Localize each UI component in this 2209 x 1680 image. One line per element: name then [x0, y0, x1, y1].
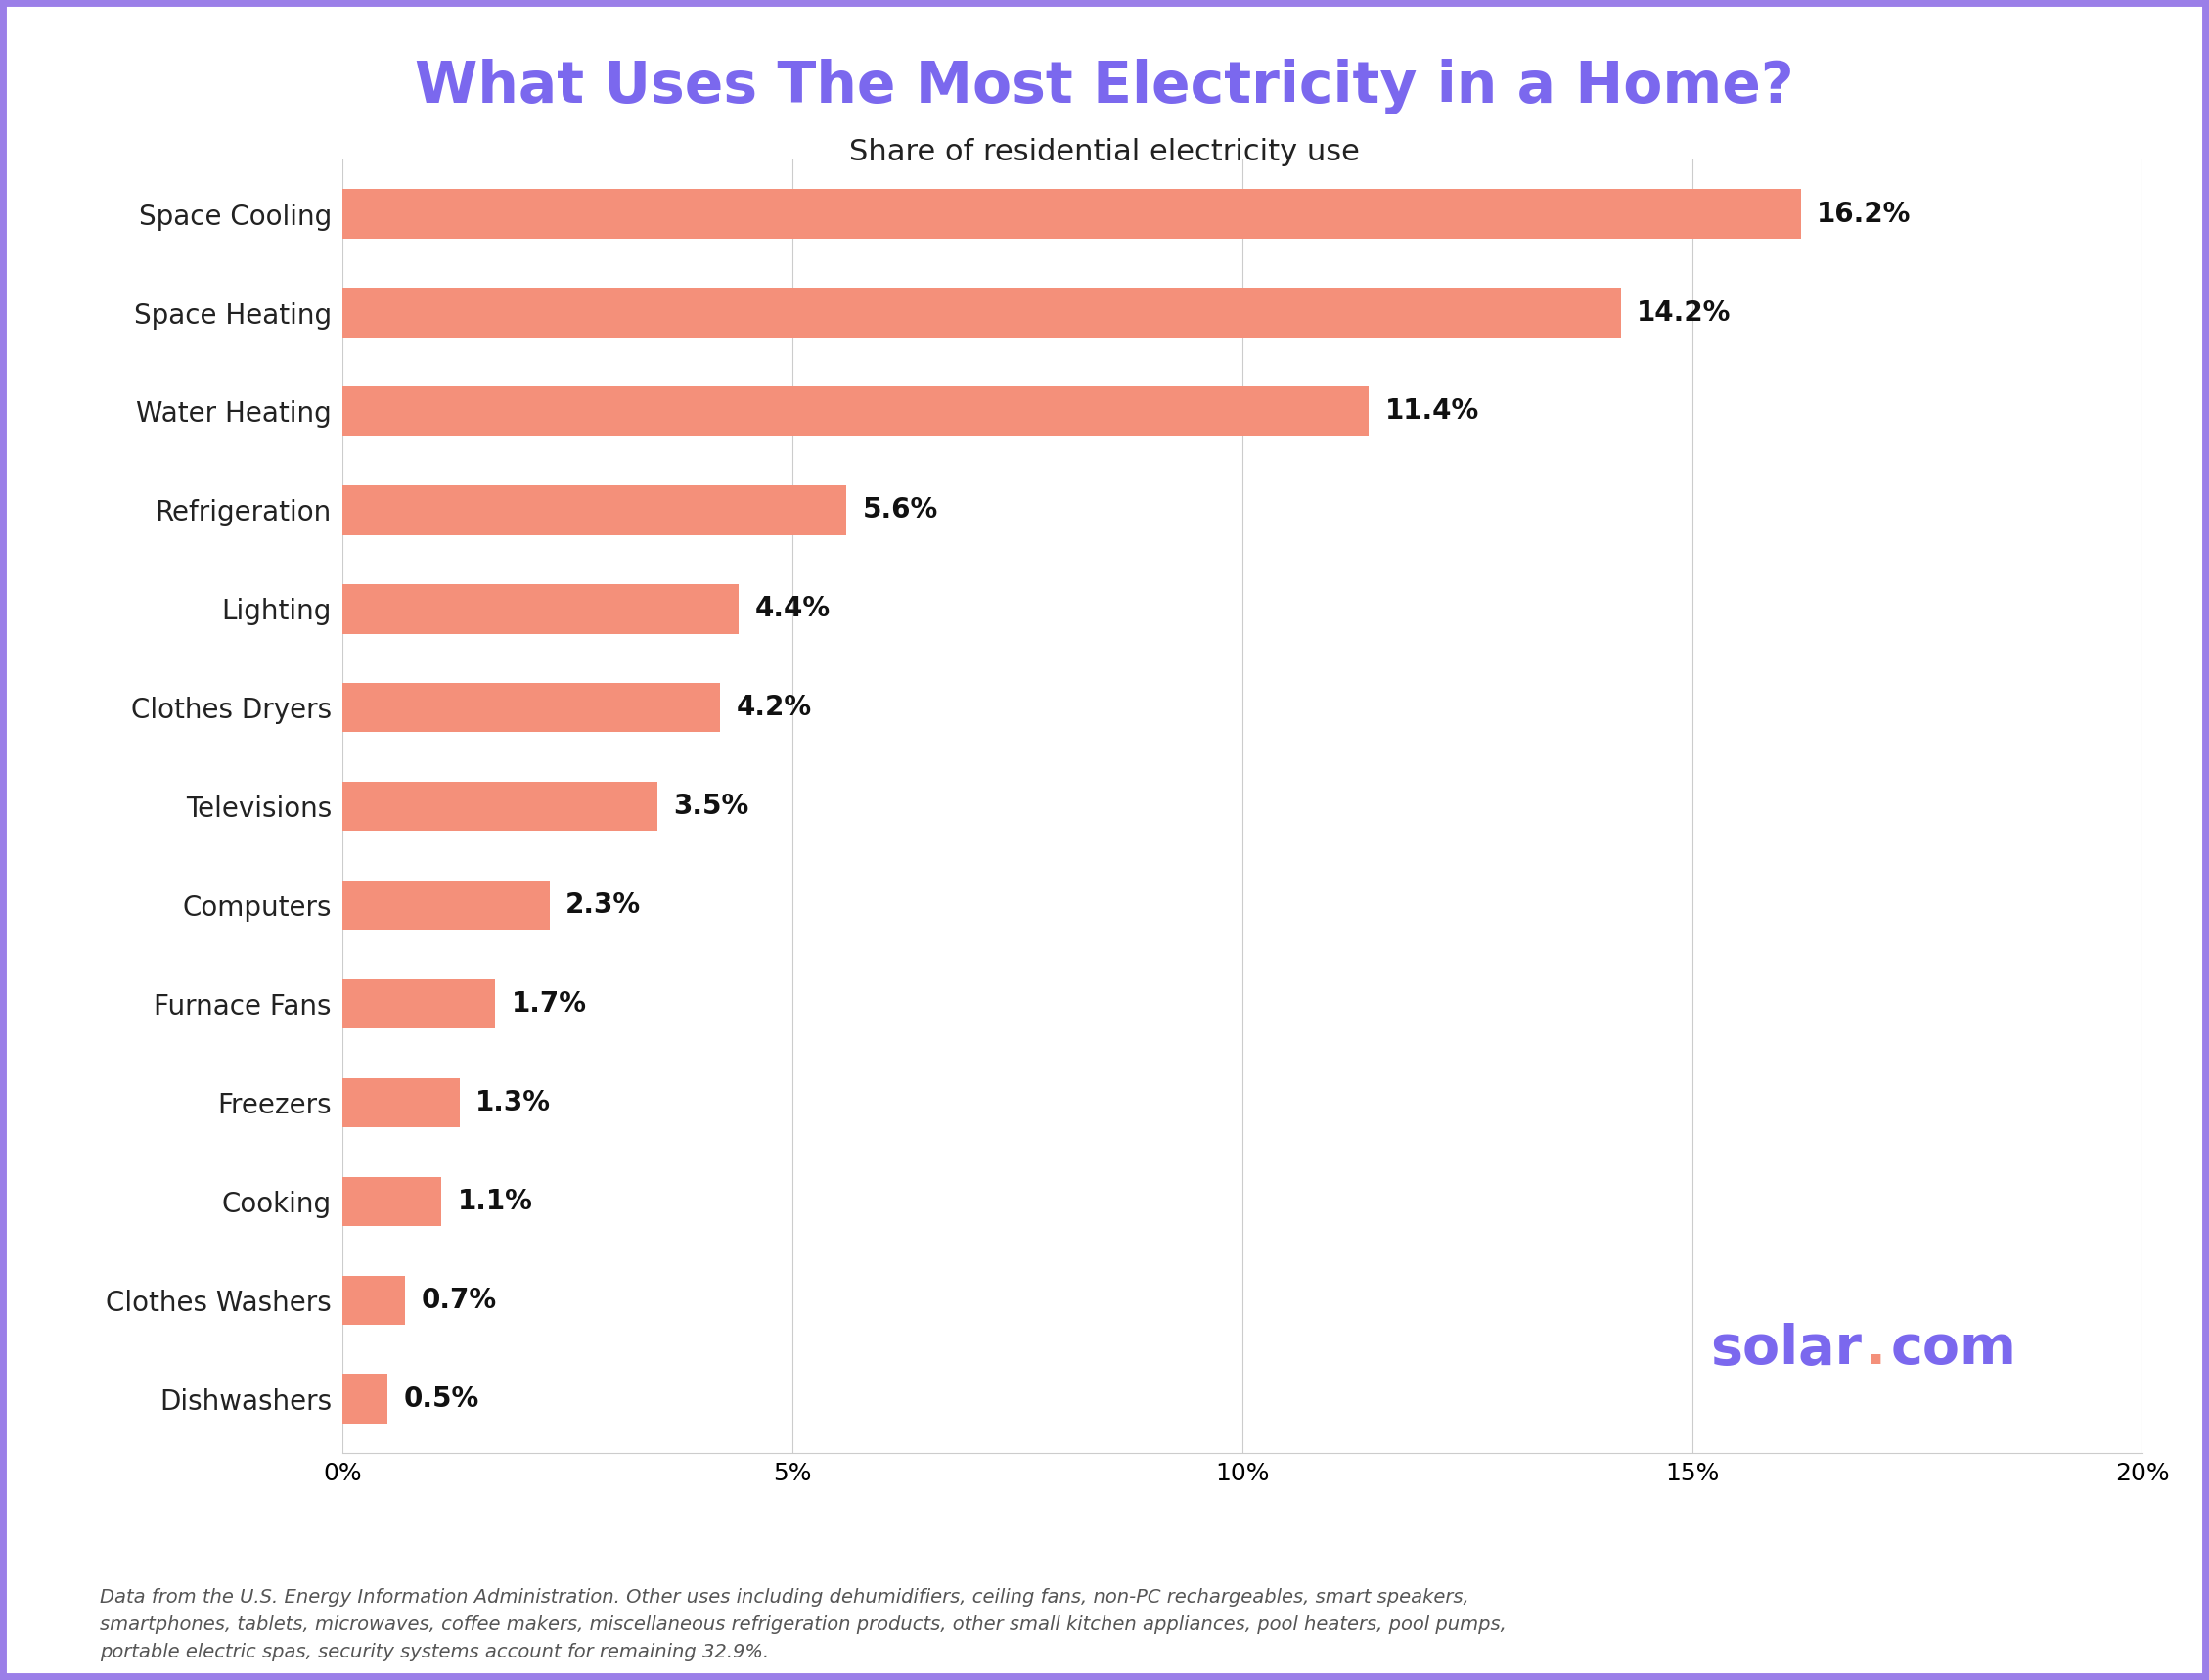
Bar	[342, 1374, 387, 1423]
Bar	[342, 190, 1800, 239]
Text: 11.4%: 11.4%	[1385, 398, 1480, 425]
Bar	[342, 1275, 406, 1326]
Text: 14.2%: 14.2%	[1637, 299, 1732, 326]
Bar	[342, 585, 738, 633]
Text: 4.4%: 4.4%	[755, 595, 831, 623]
Text: Share of residential electricity use: Share of residential electricity use	[848, 138, 1361, 166]
Text: 1.1%: 1.1%	[457, 1188, 532, 1215]
Text: 1.3%: 1.3%	[475, 1089, 550, 1116]
Bar	[342, 486, 846, 534]
Text: .: .	[1864, 1324, 1886, 1376]
Text: 0.7%: 0.7%	[422, 1287, 497, 1314]
Text: 5.6%: 5.6%	[864, 497, 939, 524]
Bar	[342, 880, 550, 929]
Text: 4.2%: 4.2%	[736, 694, 813, 721]
Text: solar: solar	[1710, 1324, 1862, 1376]
Text: com: com	[1891, 1324, 2017, 1376]
Text: What Uses The Most Electricity in a Home?: What Uses The Most Electricity in a Home…	[415, 59, 1794, 114]
Bar	[342, 386, 1370, 437]
Text: 1.7%: 1.7%	[512, 990, 588, 1018]
Text: 3.5%: 3.5%	[674, 793, 749, 820]
Bar	[342, 287, 1621, 338]
Text: 2.3%: 2.3%	[566, 892, 641, 919]
Bar	[342, 781, 658, 832]
Text: 16.2%: 16.2%	[1816, 200, 1911, 227]
Text: Data from the U.S. Energy Information Administration. Other uses including dehum: Data from the U.S. Energy Information Ad…	[99, 1588, 1507, 1662]
Text: 0.5%: 0.5%	[404, 1386, 479, 1413]
Bar	[342, 1176, 442, 1226]
Bar	[342, 1079, 459, 1127]
Bar	[342, 979, 495, 1028]
Bar	[342, 684, 720, 732]
